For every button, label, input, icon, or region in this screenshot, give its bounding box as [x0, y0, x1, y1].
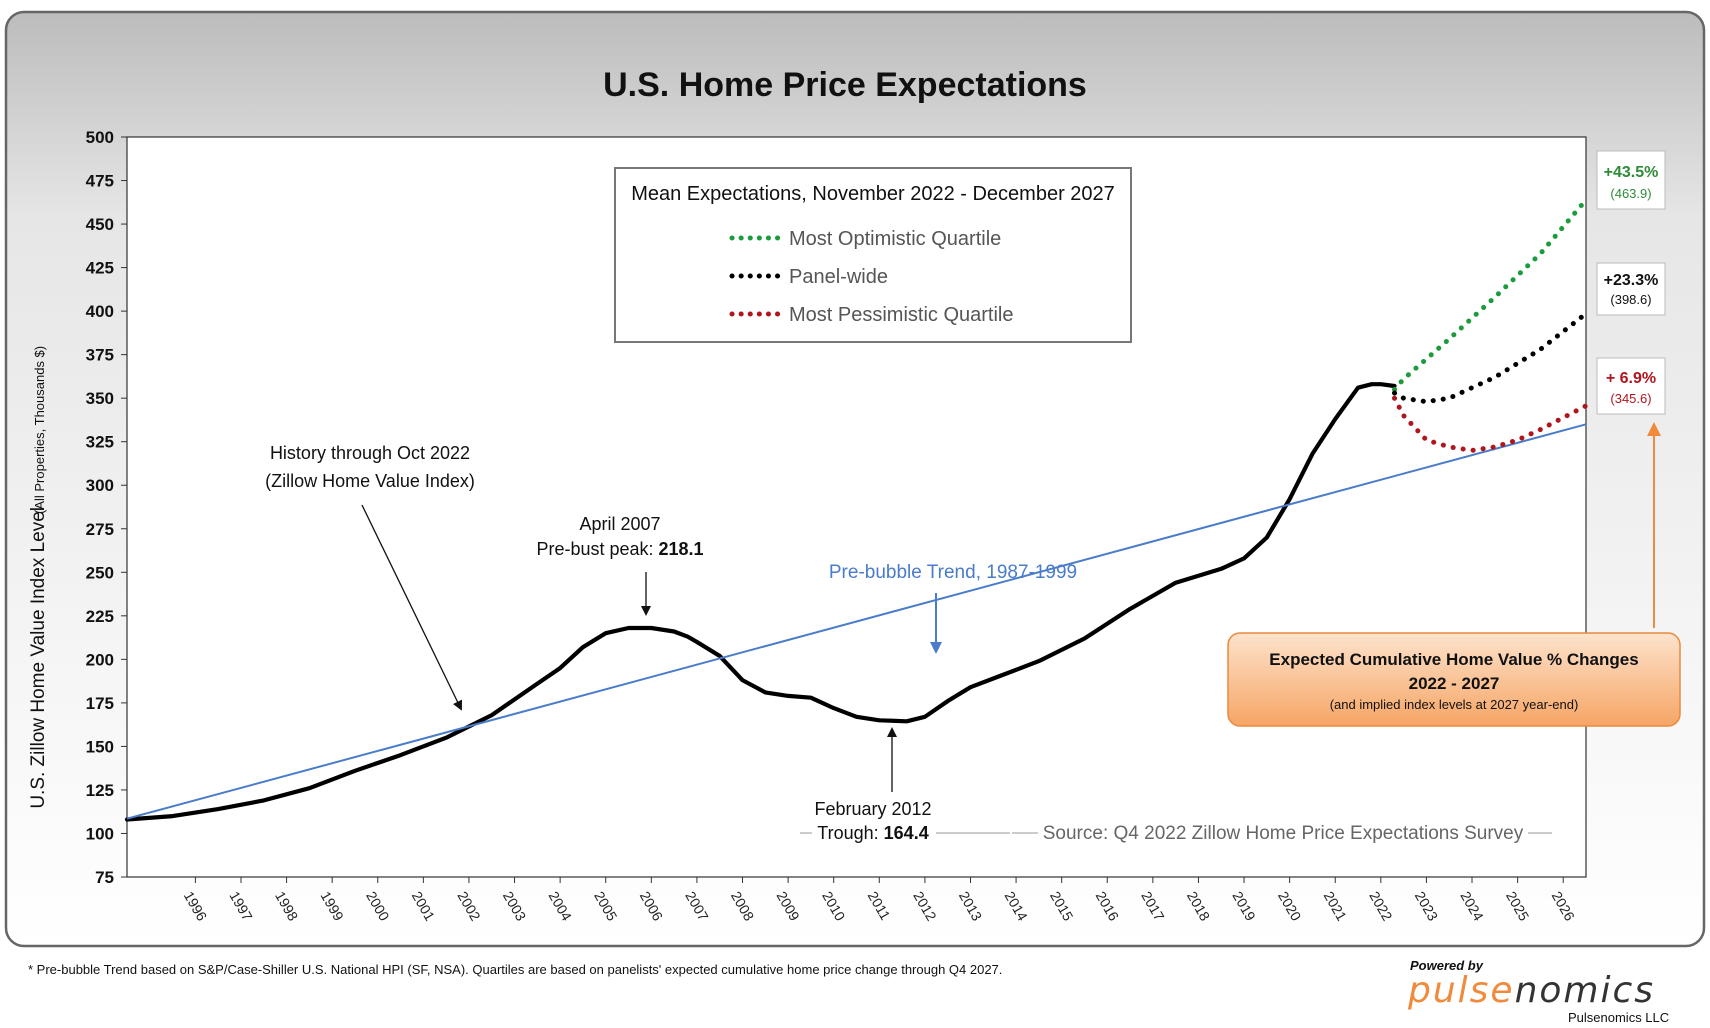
- series-line-0: [124, 382, 1397, 822]
- y-tick-label: 200: [86, 650, 114, 669]
- trend-label: Pre-bubble Trend, 1987-1999: [829, 562, 1077, 583]
- pulsenomics-logo-b: nomics: [1514, 970, 1656, 1011]
- y-tick-label: 400: [86, 302, 114, 321]
- y-tick-label: 500: [86, 128, 114, 147]
- legend-entry-pessimistic: Most Pessimistic Quartile: [789, 304, 1014, 326]
- history-label-line2: (Zillow Home Value Index): [265, 471, 475, 491]
- legend-box: [614, 167, 1132, 343]
- pulsenomics-logo: pulsenomics: [1408, 970, 1655, 1011]
- y-tick-label: 450: [86, 215, 114, 234]
- end-label-panel-box: [1596, 262, 1666, 316]
- y-tick-label: 300: [86, 476, 114, 495]
- y-tick-label: 75: [95, 868, 114, 887]
- end-label-optimistic-pct: +43.5%: [1604, 164, 1659, 181]
- company-name: Pulsenomics LLC: [1568, 1010, 1670, 1025]
- series-line-1: [126, 423, 1587, 820]
- trough-label-value: 164.4: [884, 823, 929, 843]
- series-layer: [124, 197, 1589, 822]
- y-axis-sublabel: (All Properties, Thousands $): [32, 346, 47, 514]
- peak-label-prefix: Pre-bust peak:: [536, 539, 658, 559]
- callout-box: [1227, 632, 1681, 727]
- footnote: * Pre-bubble Trend based on S&P/Case-Shi…: [28, 962, 1003, 977]
- powered-by-label: Powered by: [1410, 958, 1483, 973]
- legend-entry-panel: Panel-wide: [789, 266, 888, 288]
- end-label-optimistic-box: [1596, 150, 1666, 210]
- end-label-pessimistic-box: [1596, 357, 1666, 415]
- y-tick-label: 225: [86, 607, 114, 626]
- callout-line1: Expected Cumulative Home Value % Changes: [1269, 650, 1638, 669]
- legend-title: Mean Expectations, November 2022 - Decem…: [631, 183, 1115, 205]
- y-tick-label: 350: [86, 389, 114, 408]
- series-line-2: [1392, 197, 1589, 392]
- y-tick-label: 125: [86, 781, 114, 800]
- history-label-line1: History through Oct 2022: [270, 443, 470, 463]
- y-tick-label: 175: [86, 694, 114, 713]
- y-tick-label: 250: [86, 563, 114, 582]
- callout-line2: 2022 - 2027: [1409, 674, 1500, 693]
- series-line-3: [1392, 311, 1589, 405]
- end-label-panel-pct: +23.3%: [1604, 272, 1659, 289]
- history-arrow: [361, 504, 463, 711]
- peak-label-line1: April 2007: [579, 514, 660, 534]
- chart: U.S. Home Price Expectations 75 100 125 150…: [4, 10, 1706, 948]
- y-tick-label: 375: [86, 346, 114, 365]
- pulsenomics-logo-a: pulse: [1408, 970, 1515, 1011]
- y-tick-label: 425: [86, 259, 114, 278]
- source-label: Source: Q4 2022 Zillow Home Price Expect…: [1043, 823, 1524, 844]
- trough-label-line1: February 2012: [814, 799, 931, 819]
- callout-line3: (and implied index levels at 2027 year-e…: [1330, 697, 1579, 712]
- peak-label-line2: Pre-bust peak: 218.1: [536, 539, 703, 559]
- trough-label-prefix: Trough:: [817, 823, 883, 843]
- end-label-pessimistic-pct: + 6.9%: [1606, 370, 1656, 387]
- peak-label-value: 218.1: [659, 539, 704, 559]
- end-label-pessimistic-level: (345.6): [1610, 391, 1651, 406]
- y-tick-label: 100: [86, 824, 114, 843]
- y-axis: 75 100 125 150 175 200 225 250 275 300 325 350 375 40…: [86, 128, 127, 887]
- end-label-panel-level: (398.6): [1610, 292, 1651, 307]
- legend-entry-optimistic: Most Optimistic Quartile: [789, 228, 1001, 250]
- y-tick-label: 275: [86, 520, 114, 539]
- history-label-bg: [234, 436, 506, 496]
- trough-label-line2: Trough: 164.4: [817, 823, 928, 843]
- y-tick-label: 150: [86, 737, 114, 756]
- end-label-optimistic-level: (463.9): [1610, 186, 1651, 201]
- y-tick-label: 475: [86, 172, 114, 191]
- chart-title: U.S. Home Price Expectations: [603, 66, 1087, 104]
- series-line-4: [1392, 395, 1589, 453]
- y-tick-label: 325: [86, 433, 114, 452]
- y-axis-label: U.S. Zillow Home Value Index Level: [28, 507, 49, 809]
